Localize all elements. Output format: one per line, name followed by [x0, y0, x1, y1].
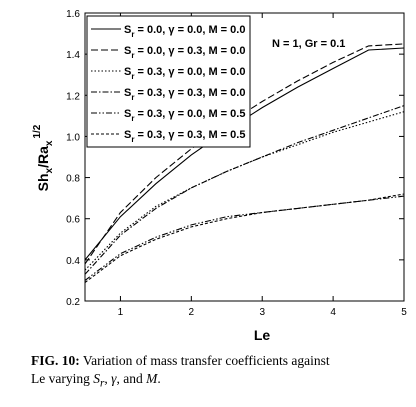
caption-symbol-s: S — [93, 371, 100, 386]
legend-symbol: S — [124, 24, 131, 36]
legend-symbol: S — [124, 45, 131, 57]
caption-line-2: Le varying Sr, γ, and M. — [31, 370, 413, 393]
caption-symbol-gamma: γ — [111, 371, 117, 386]
series-line-5 — [85, 195, 404, 281]
x-tick-label: 5 — [401, 307, 407, 318]
x-tick-label: 4 — [330, 307, 336, 318]
legend-params: = 0.0, γ = 0.0, M = 0.0 — [134, 24, 245, 36]
legend-entry: Sr = 0.3, γ = 0.0, M = 0.5 — [124, 108, 245, 123]
legend-entry: Sr = 0.3, γ = 0.3, M = 0.0 — [124, 87, 245, 102]
y-tick-label: 1.2 — [66, 91, 80, 102]
caption-end: . — [157, 371, 161, 386]
legend-entry: Sr = 0.3, γ = 0.3, M = 0.5 — [124, 129, 245, 144]
y-tick-label: 0.8 — [66, 174, 80, 185]
legend-subscript: r — [131, 51, 134, 60]
x-tick-label: 2 — [189, 307, 195, 318]
y-tick-label: 0.2 — [66, 297, 80, 308]
legend-subscript: r — [131, 135, 134, 144]
legend-params: = 0.3, γ = 0.0, M = 0.0 — [134, 66, 245, 78]
legend-entry: Sr = 0.0, γ = 0.3, M = 0.0 — [124, 45, 245, 60]
legend: Sr = 0.0, γ = 0.0, M = 0.0Sr = 0.0, γ = … — [86, 15, 251, 148]
y-tick-label: 1.6 — [66, 9, 80, 20]
legend-entry: Sr = 0.0, γ = 0.0, M = 0.0 — [124, 24, 245, 39]
caption-symbol-sub: r — [99, 377, 105, 390]
legend-symbol: S — [124, 108, 131, 120]
x-tick-label: 1 — [118, 307, 124, 318]
y-tick-label: 0.4 — [66, 256, 80, 267]
legend-subscript: r — [131, 114, 134, 123]
plot-frame — [84, 12, 405, 302]
legend-symbol: S — [124, 129, 131, 141]
y-label-sub: x — [44, 167, 55, 173]
legend-entry: Sr = 0.3, γ = 0.0, M = 0.0 — [124, 66, 245, 81]
y-label-sub: x — [44, 140, 55, 146]
legend-params: = 0.3, γ = 0.3, M = 0.5 — [134, 129, 245, 141]
legend-params: = 0.0, γ = 0.3, M = 0.0 — [134, 45, 245, 57]
legend-params: = 0.3, γ = 0.3, M = 0.0 — [134, 87, 245, 99]
y-tick-label: 0.6 — [66, 215, 80, 226]
y-label-exponent: 1/2 — [32, 124, 43, 138]
caption-symbol-m: M — [146, 371, 158, 386]
figure-caption: FIG. 10: Variation of mass transfer coef… — [31, 352, 413, 393]
y-tick-label: 1.4 — [66, 50, 80, 61]
legend-subscript: r — [131, 72, 134, 81]
x-tick-label: 3 — [259, 307, 265, 318]
legend-subscript: r — [131, 93, 134, 102]
caption-line-1: FIG. 10: Variation of mass transfer coef… — [31, 352, 413, 370]
y-axis-label: Shx/Rax1/2 — [32, 124, 55, 191]
legend-params: = 0.3, γ = 0.0, M = 0.5 — [134, 108, 245, 120]
legend-subscript: r — [131, 30, 134, 39]
parameter-annotation: N = 1, Gr = 0.1 — [272, 38, 345, 50]
series-line-4 — [85, 105, 404, 275]
legend-box — [86, 15, 251, 148]
y-tick-label: 1.0 — [66, 132, 80, 143]
caption-label: FIG. 10: — [31, 353, 80, 368]
caption-separator: , — [104, 371, 112, 386]
series-line-6 — [85, 193, 404, 283]
x-axis-label: Le — [254, 327, 271, 343]
y-label-slash: /Ra — [35, 146, 51, 168]
legend-symbol: S — [124, 66, 131, 78]
caption-separator: , and — [116, 371, 147, 386]
caption-text: Variation of mass transfer coefficients … — [79, 353, 330, 368]
tick-label-layer: 1 2 3 4 5 0.2 0.4 0.6 0.8 1.0 1.2 1.4 1.6 — [66, 9, 407, 318]
y-label-main: Sh — [35, 173, 51, 191]
caption-text: Le varying — [31, 371, 94, 386]
legend-symbol: S — [124, 87, 131, 99]
